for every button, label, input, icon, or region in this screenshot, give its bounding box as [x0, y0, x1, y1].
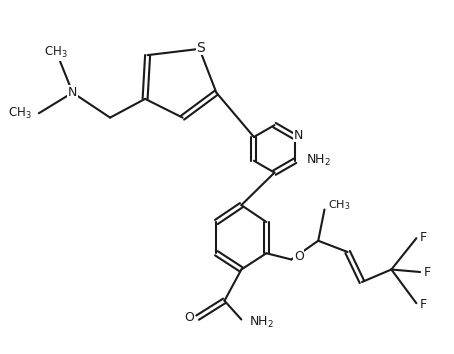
Text: F: F: [424, 266, 431, 279]
Text: NH$_2$: NH$_2$: [249, 314, 274, 330]
Text: F: F: [420, 298, 427, 311]
Text: F: F: [420, 230, 427, 244]
Text: CH$_3$: CH$_3$: [328, 198, 351, 212]
Text: N: N: [68, 86, 77, 99]
Text: N: N: [294, 129, 303, 142]
Text: O: O: [294, 250, 304, 263]
Text: CH$_3$: CH$_3$: [44, 45, 68, 60]
Text: NH$_2$: NH$_2$: [306, 153, 331, 168]
Text: O: O: [184, 311, 194, 324]
Text: S: S: [197, 41, 205, 55]
Text: CH$_3$: CH$_3$: [8, 106, 31, 121]
